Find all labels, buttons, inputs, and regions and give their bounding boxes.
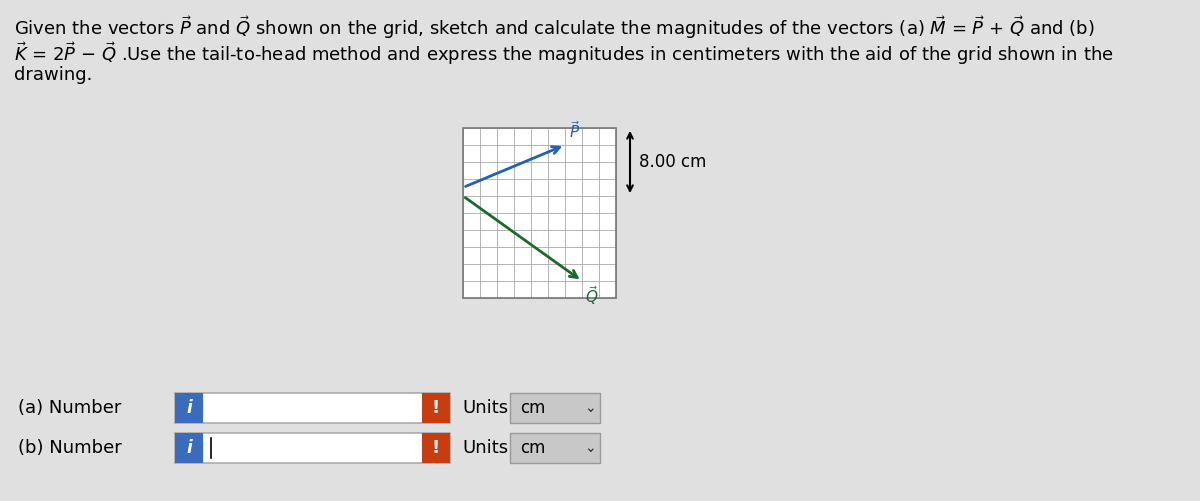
Text: cm: cm bbox=[520, 399, 545, 417]
Text: (b) Number: (b) Number bbox=[18, 439, 121, 457]
Bar bbox=[422, 433, 450, 463]
Bar bbox=[175, 393, 450, 423]
Text: $\vec{Q}$: $\vec{Q}$ bbox=[586, 284, 599, 307]
Bar bbox=[463, 128, 616, 298]
Bar bbox=[422, 393, 450, 423]
Text: 8.00 cm: 8.00 cm bbox=[640, 153, 707, 171]
Text: !: ! bbox=[432, 399, 440, 417]
Text: drawing.: drawing. bbox=[14, 66, 92, 84]
Text: Units: Units bbox=[462, 439, 508, 457]
Bar bbox=[510, 433, 600, 463]
Bar bbox=[175, 393, 203, 423]
Text: cm: cm bbox=[520, 439, 545, 457]
Text: (a) Number: (a) Number bbox=[18, 399, 121, 417]
Text: $\vec{K}$ = 2$\vec{P}$ − $\vec{Q}$ .Use the tail-to-head method and express the : $\vec{K}$ = 2$\vec{P}$ − $\vec{Q}$ .Use … bbox=[14, 40, 1114, 67]
Text: $\vec{P}$: $\vec{P}$ bbox=[569, 120, 580, 141]
Text: ⌄: ⌄ bbox=[584, 441, 595, 455]
Text: i: i bbox=[186, 439, 192, 457]
Bar bbox=[175, 433, 450, 463]
Text: ⌄: ⌄ bbox=[584, 401, 595, 415]
Bar bbox=[175, 433, 203, 463]
Bar bbox=[510, 393, 600, 423]
Text: Given the vectors $\vec{P}$ and $\vec{Q}$ shown on the grid, sketch and calculat: Given the vectors $\vec{P}$ and $\vec{Q}… bbox=[14, 14, 1094, 41]
Bar bbox=[463, 128, 616, 298]
Text: i: i bbox=[186, 399, 192, 417]
Text: !: ! bbox=[432, 439, 440, 457]
Text: Units: Units bbox=[462, 399, 508, 417]
